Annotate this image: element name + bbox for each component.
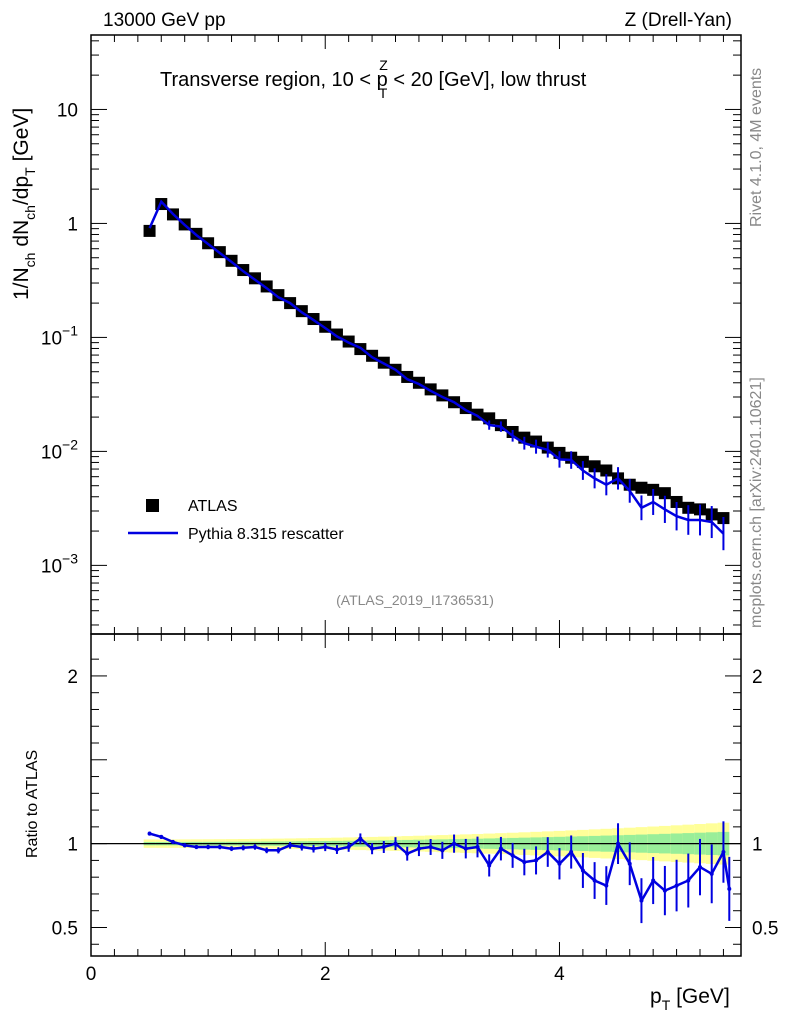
mcplots-source-label: mcplots.cern.ch [arXiv:2401.10621] [748,377,765,628]
ratio-point [381,844,386,849]
header-left: 13000 GeV pp [103,10,226,31]
ratio-point [662,888,667,893]
ratio-point [288,843,293,848]
atlas-data-point [143,224,156,237]
ratio-point [206,844,211,849]
y-tick-label-main: 10−2 [41,436,78,463]
legend-label-atlas: ATLAS [188,498,238,515]
x-axis-label: pT [GeV] [650,985,730,1013]
ratio-point [170,839,175,844]
ratio-point [299,844,304,849]
ratio-point [698,865,703,870]
ratio-point [370,846,375,851]
y-axis-label-ratio: Ratio to ATLAS [24,750,41,858]
legend-marker-atlas [146,499,159,512]
ratio-point [252,844,257,849]
ratio-point [217,844,222,849]
y-tick-label-ratio-right: 0.5 [752,918,778,939]
atlas-data-point [658,487,671,500]
ratio-point [416,846,421,851]
y-tick-label-ratio: 2 [67,667,78,688]
main-panel-frame [90,34,742,635]
ratio-point [487,863,492,868]
ratio-point [627,861,632,866]
ratio-point [311,846,316,851]
ratio-point [428,844,433,849]
ratio-point [616,841,621,846]
ratio-point [393,841,398,846]
ratio-point [463,846,468,851]
ratio-panel-frame [90,633,742,957]
ratio-point [534,858,539,863]
ratio-point [545,850,550,855]
pythia-line-main [148,199,725,535]
ratio-point [510,853,515,858]
ratio-point [580,868,585,873]
ratio-point [639,898,644,903]
ratio-point [709,871,714,876]
plot-frames [90,34,742,957]
ratio-point [358,836,363,841]
y-axis-label-main: 1/Nch dNch/dpT [GeV] [10,108,38,300]
y-tick-label-main: 1 [67,214,78,235]
ratio-point [452,841,457,846]
ratio-point [147,831,152,836]
ratio-point [522,860,527,865]
rivet-version-label: Rivet 4.1.0, 4M events [748,68,765,227]
ratio-point [264,848,269,853]
ratio-point [346,844,351,849]
y-tick-label-main: 10−3 [41,550,78,577]
x-tick-label: 0 [86,964,97,985]
header-right: Z (Drell-Yan) [625,10,732,31]
atlas-data-point [588,460,601,473]
tick-labels: 0 2 4 10−3 10−2 10−1 1 10 0.5 0.5 1 1 2 2 [41,100,779,985]
ratio-point [475,844,480,849]
ratio-point [651,878,656,883]
ratio-point [323,844,328,849]
ratio-point [405,851,410,856]
ratio-point [727,886,732,891]
atlas-data-point [635,481,648,494]
ratio-point [721,850,726,855]
plot-marks [91,198,741,924]
y-tick-label-ratio-right: 2 [752,667,763,688]
ratio-point [194,844,199,849]
analysis-id: (ATLAS_2019_I1736531) [336,592,494,608]
ratio-point [592,878,597,883]
ratio-point [241,845,246,850]
ratio-point [557,861,562,866]
ratio-point [182,843,187,848]
y-tick-label-ratio: 0.5 [52,918,78,939]
axis-ticks [90,35,741,956]
ratio-point [276,848,281,853]
y-tick-label-ratio-right: 1 [752,835,763,856]
y-tick-label-main: 10−1 [41,322,78,349]
y-tick-label-ratio: 1 [67,835,78,856]
legend-label-pythia: Pythia 8.315 rescatter [188,526,344,543]
ratio-point [604,883,609,888]
ratio-point [498,846,503,851]
atlas-data-point [600,464,613,477]
atlas-data-point [670,495,683,508]
ratio-point [159,834,164,839]
ratio-point [440,848,445,853]
x-tick-label: 2 [320,964,331,985]
x-tick-label: 4 [554,964,565,985]
ratio-point [686,878,691,883]
ratio-point [674,883,679,888]
ratio-point [569,850,574,855]
ratio-point [229,846,234,851]
y-tick-label-main: 10 [57,100,78,121]
plot-title: Transverse region, 10 < p TZ < 20 [GeV], … [160,57,587,101]
ratio-point [334,847,339,852]
